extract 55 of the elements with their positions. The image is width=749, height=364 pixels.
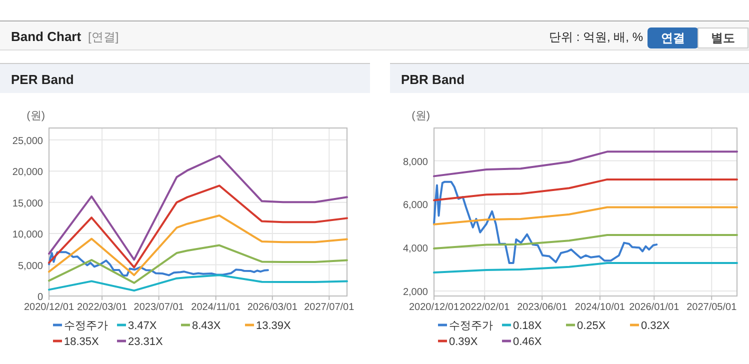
legend-label: 수정주가 bbox=[449, 320, 493, 332]
legend-label: 0.25X bbox=[577, 320, 606, 332]
line-series bbox=[48, 184, 348, 268]
y-axis-title: (원) bbox=[26, 110, 45, 122]
y-tick-label: 0 bbox=[37, 292, 44, 303]
y-tick-label: 10,000 bbox=[12, 230, 44, 241]
text: 연결 bbox=[661, 31, 685, 45]
line-series bbox=[433, 150, 738, 178]
line-series bbox=[433, 234, 738, 250]
legend-label: 수정주가 bbox=[64, 320, 108, 332]
y-tick-label: 5,000 bbox=[18, 260, 44, 272]
legend-label: 0.32X bbox=[641, 320, 670, 332]
text: 단위 : 억원, 배, % bbox=[548, 30, 644, 44]
legend-label: 3.47X bbox=[128, 320, 158, 332]
x-tick-label: 2023/07/01 bbox=[134, 302, 184, 313]
line-series bbox=[48, 154, 348, 261]
y-tick-label: 25,000 bbox=[12, 136, 44, 147]
chart-title: PBR Band bbox=[401, 72, 465, 87]
line-series bbox=[48, 214, 348, 276]
text: [연결] bbox=[88, 30, 119, 44]
x-tick-label: 2020/12/01 bbox=[24, 302, 74, 313]
legend-label: 13.39X bbox=[256, 320, 292, 332]
legend-label: 23.31X bbox=[128, 336, 164, 348]
line-series bbox=[433, 178, 738, 202]
chart-title: PER Band bbox=[11, 72, 74, 87]
x-tick-label: 2027/05/01 bbox=[686, 302, 738, 313]
x-tick-label: 2023/06/01 bbox=[517, 302, 568, 313]
x-tick-label: 2020/12/01 bbox=[408, 302, 460, 313]
text: 별도 bbox=[711, 31, 735, 45]
line-series bbox=[433, 206, 738, 226]
y-tick-label: 15,000 bbox=[12, 198, 44, 210]
legend-label: 0.18X bbox=[513, 320, 542, 332]
y-axis-title: (원) bbox=[412, 110, 430, 122]
y-tick-label: 2,000 bbox=[402, 287, 428, 298]
line-series bbox=[433, 180, 658, 264]
x-tick-label: 2022/03/01 bbox=[77, 302, 128, 313]
y-tick-label: 8,000 bbox=[402, 156, 428, 168]
x-tick-label: 2027/07/01 bbox=[304, 302, 355, 313]
legend-label: 0.39X bbox=[449, 336, 478, 348]
line-series bbox=[48, 274, 348, 292]
x-tick-label: 2022/02/01 bbox=[460, 302, 510, 313]
line-series bbox=[48, 244, 348, 284]
y-tick-label: 20,000 bbox=[12, 167, 44, 178]
x-tick-label: 2024/10/01 bbox=[574, 302, 626, 313]
y-tick-label: 4,000 bbox=[402, 244, 428, 255]
line-series bbox=[48, 251, 269, 276]
legend-label: 18.35X bbox=[64, 336, 100, 348]
x-tick-label: 2026/01/01 bbox=[629, 302, 680, 313]
text: Band Chart bbox=[11, 29, 82, 44]
legend-label: 0.46X bbox=[513, 336, 542, 348]
x-tick-label: 2026/03/01 bbox=[247, 302, 298, 313]
line-series bbox=[433, 262, 738, 274]
legend-label: 8.43X bbox=[192, 320, 222, 332]
x-tick-label: 2024/11/01 bbox=[191, 302, 241, 313]
y-tick-label: 6,000 bbox=[402, 200, 428, 212]
